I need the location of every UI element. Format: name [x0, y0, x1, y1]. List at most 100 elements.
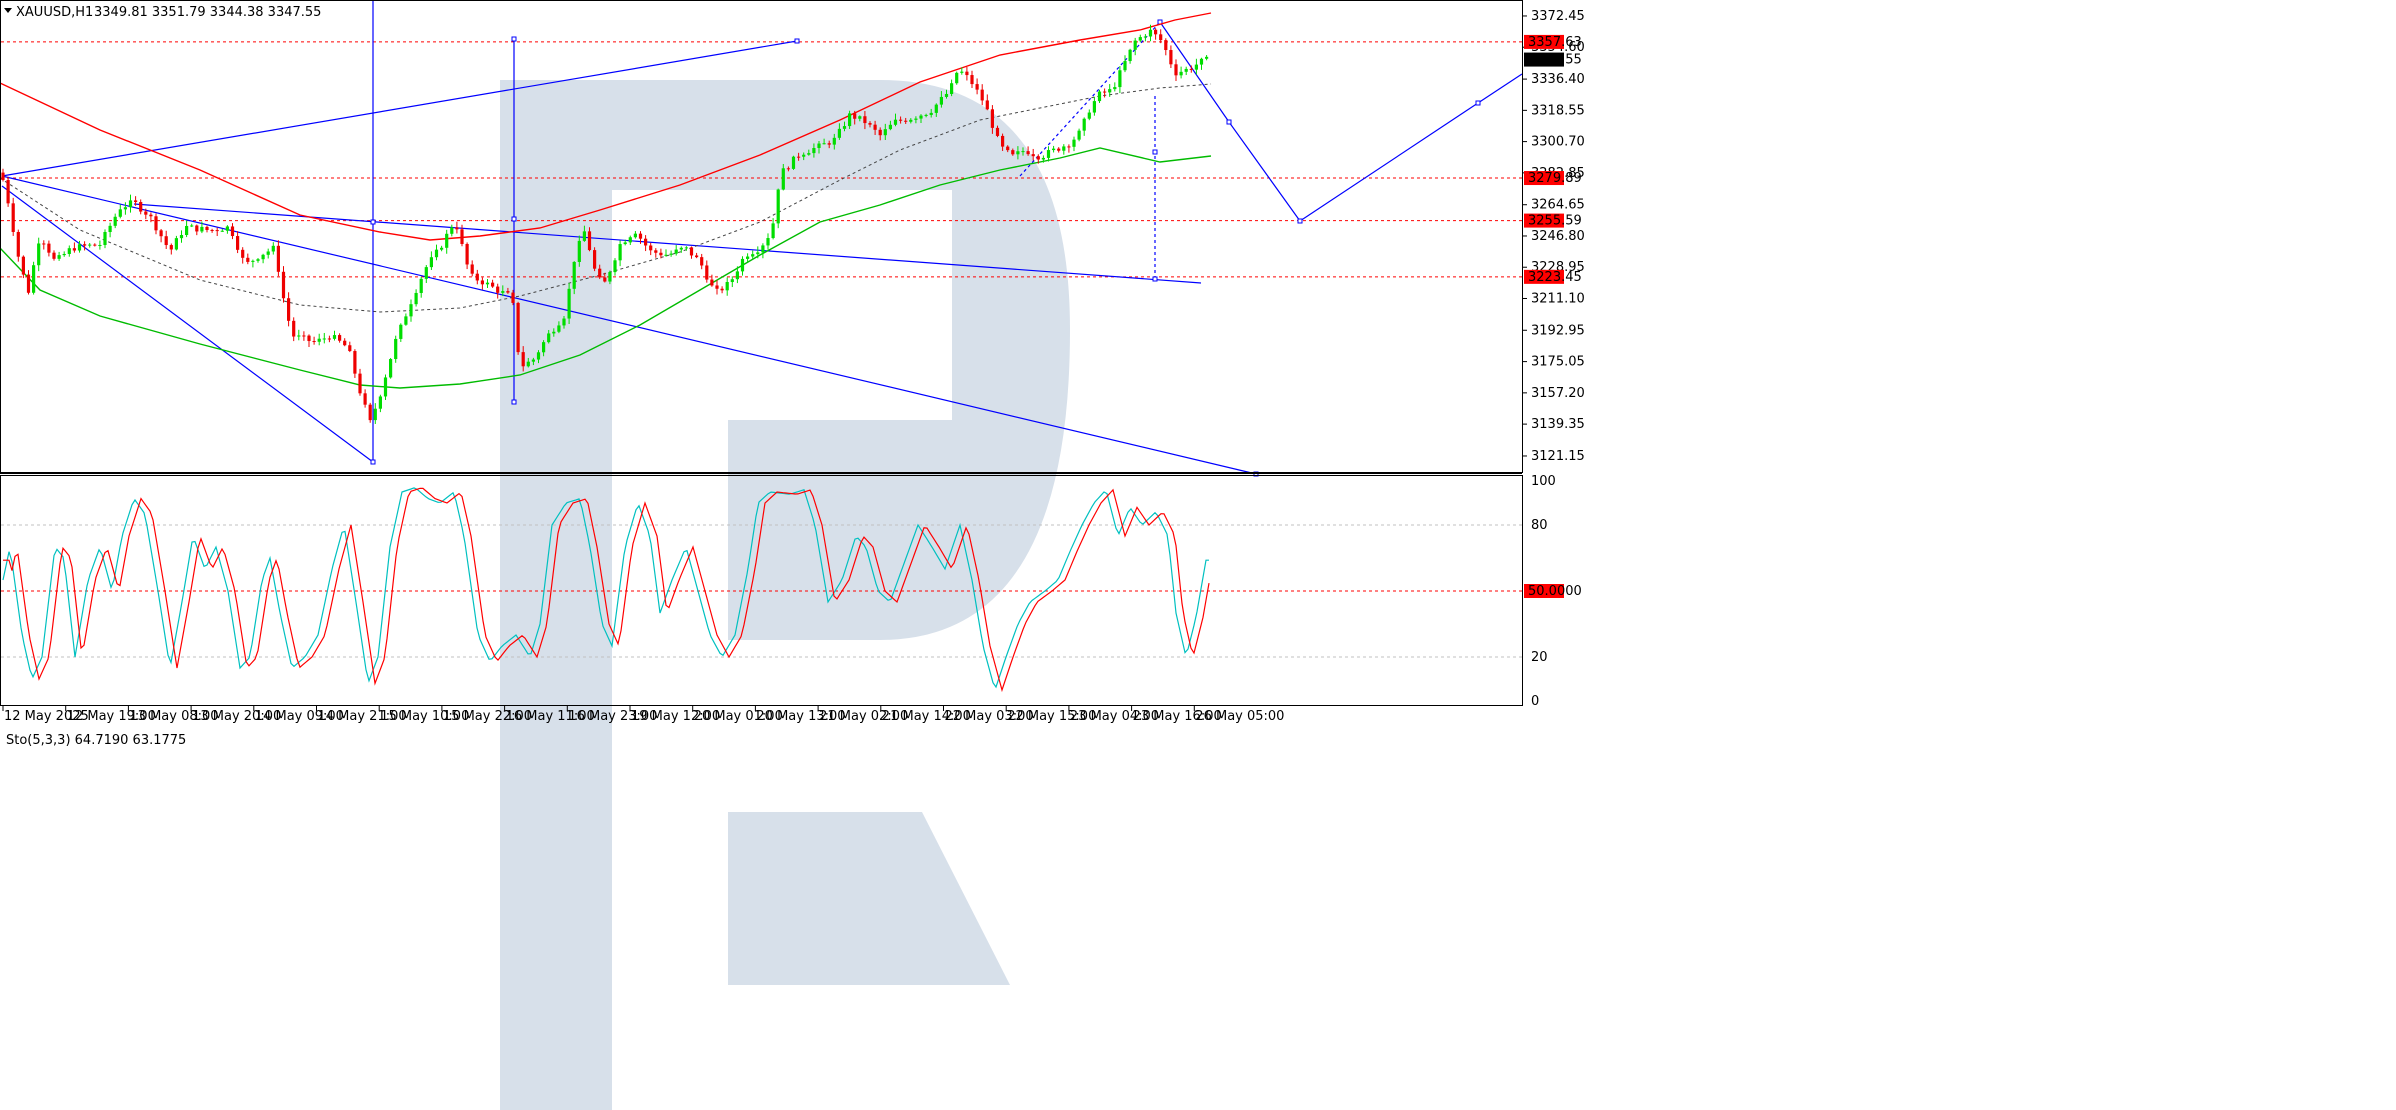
candle-body	[1113, 87, 1117, 90]
candle-body	[1097, 91, 1102, 102]
candle-body	[368, 404, 372, 421]
candle-body	[1021, 151, 1025, 153]
candle-body	[271, 245, 275, 252]
trendline-drop[interactable]	[1, 185, 374, 463]
price-marker-label: 3357.63	[1528, 35, 1582, 50]
candle-body	[1103, 91, 1107, 93]
candle-body	[480, 280, 484, 285]
forecast-down[interactable]	[1159, 21, 1230, 123]
candle-body	[674, 249, 678, 254]
price-panel	[0, 0, 1523, 477]
candle-body	[108, 225, 112, 232]
anchor-point[interactable]	[370, 459, 376, 465]
candle-body	[608, 272, 612, 282]
anchor-point[interactable]	[511, 399, 517, 405]
candle-body	[37, 243, 41, 266]
dotted-trend-line	[0, 83, 1212, 313]
candle-body	[26, 274, 31, 293]
candle-body	[236, 236, 240, 250]
stochastic-d-line	[3, 487, 1210, 693]
candle-body	[1031, 154, 1035, 157]
anchor-point[interactable]	[511, 216, 517, 222]
candle-body	[899, 119, 903, 121]
candle-body	[485, 282, 490, 285]
candle-body	[190, 225, 194, 227]
price-tick-label: 3336.40	[1531, 72, 1585, 87]
projection-up[interactable]	[1019, 21, 1161, 177]
candle-body	[633, 233, 637, 238]
forecast-up[interactable]	[1477, 73, 1523, 104]
price-tick-label: 3192.95	[1531, 323, 1585, 338]
moving-average-line	[0, 147, 1212, 389]
candle-body	[98, 245, 102, 247]
candle-body	[725, 282, 729, 291]
candle-body	[455, 227, 459, 230]
candle-body	[118, 209, 122, 217]
candle-body	[312, 341, 316, 343]
anchor-point[interactable]	[1297, 218, 1303, 224]
time-tick-label: 23 May 16:00	[1133, 709, 1222, 724]
time-tick-label: 22 May 15:00	[1007, 709, 1096, 724]
candle-body	[154, 216, 158, 231]
trendline-upper[interactable]	[1, 40, 798, 177]
stochastic-tick-label: 50.0000	[1528, 584, 1582, 599]
candle-body	[557, 325, 561, 332]
candle-body	[445, 233, 449, 248]
candle-body	[113, 216, 117, 226]
anchor-point[interactable]	[1475, 100, 1481, 106]
candle-body	[292, 320, 296, 337]
candle-body	[88, 244, 92, 246]
candle-body	[582, 231, 586, 241]
anchor-point[interactable]	[1226, 119, 1232, 125]
candle-body	[924, 114, 928, 116]
stochastic-tick-label: 80	[1531, 518, 1548, 533]
candle-body	[960, 71, 964, 73]
time-tick-label: 19 May 12:00	[631, 709, 720, 724]
candle-body	[689, 247, 694, 256]
candle-body	[414, 292, 418, 305]
candle-body	[1041, 157, 1045, 160]
candle-body	[746, 256, 750, 259]
stochastic-tick-label: 0	[1531, 694, 1539, 709]
candle-body	[740, 258, 745, 272]
anchor-point[interactable]	[1152, 149, 1158, 155]
candle-body	[542, 342, 546, 353]
price-marker-label: 3255.59	[1528, 214, 1582, 229]
price-marker-label: 3223.45	[1528, 270, 1582, 285]
candle-body	[531, 359, 535, 362]
anchor-point[interactable]	[1152, 276, 1158, 282]
price-axis: 3372.453354.603336.403318.553300.703282.…	[1522, 9, 1585, 464]
candle-body	[83, 244, 87, 246]
candle-body	[791, 156, 796, 169]
anchor-point[interactable]	[794, 38, 800, 44]
dropdown-triangle-icon[interactable]	[4, 8, 12, 13]
candle-body	[302, 335, 306, 337]
candle-body	[67, 248, 71, 254]
candle-body	[781, 168, 785, 190]
candle-body	[57, 255, 61, 259]
price-tick-label: 3372.45	[1531, 9, 1585, 24]
candle-body	[1179, 71, 1183, 76]
candle-body	[470, 264, 474, 274]
candle-body	[919, 115, 923, 119]
trendline-lower[interactable]	[1, 175, 1257, 475]
candle-body	[934, 104, 938, 113]
candle-body	[547, 333, 551, 343]
forecast-up[interactable]	[1299, 102, 1479, 222]
candle-body	[848, 113, 852, 127]
candle-body	[149, 214, 153, 217]
candle-body	[276, 245, 280, 272]
forecast-down[interactable]	[1228, 121, 1301, 222]
candle-body	[179, 235, 184, 239]
candle-body	[103, 231, 107, 246]
candle-body	[169, 245, 173, 250]
anchor-point[interactable]	[370, 219, 376, 225]
price-marker-label: 3279.89	[1528, 171, 1582, 186]
anchor-point[interactable]	[511, 36, 517, 42]
candle-body	[322, 338, 326, 340]
candle-body	[695, 255, 699, 258]
candle-body	[700, 257, 704, 266]
candle-body	[1087, 112, 1091, 119]
